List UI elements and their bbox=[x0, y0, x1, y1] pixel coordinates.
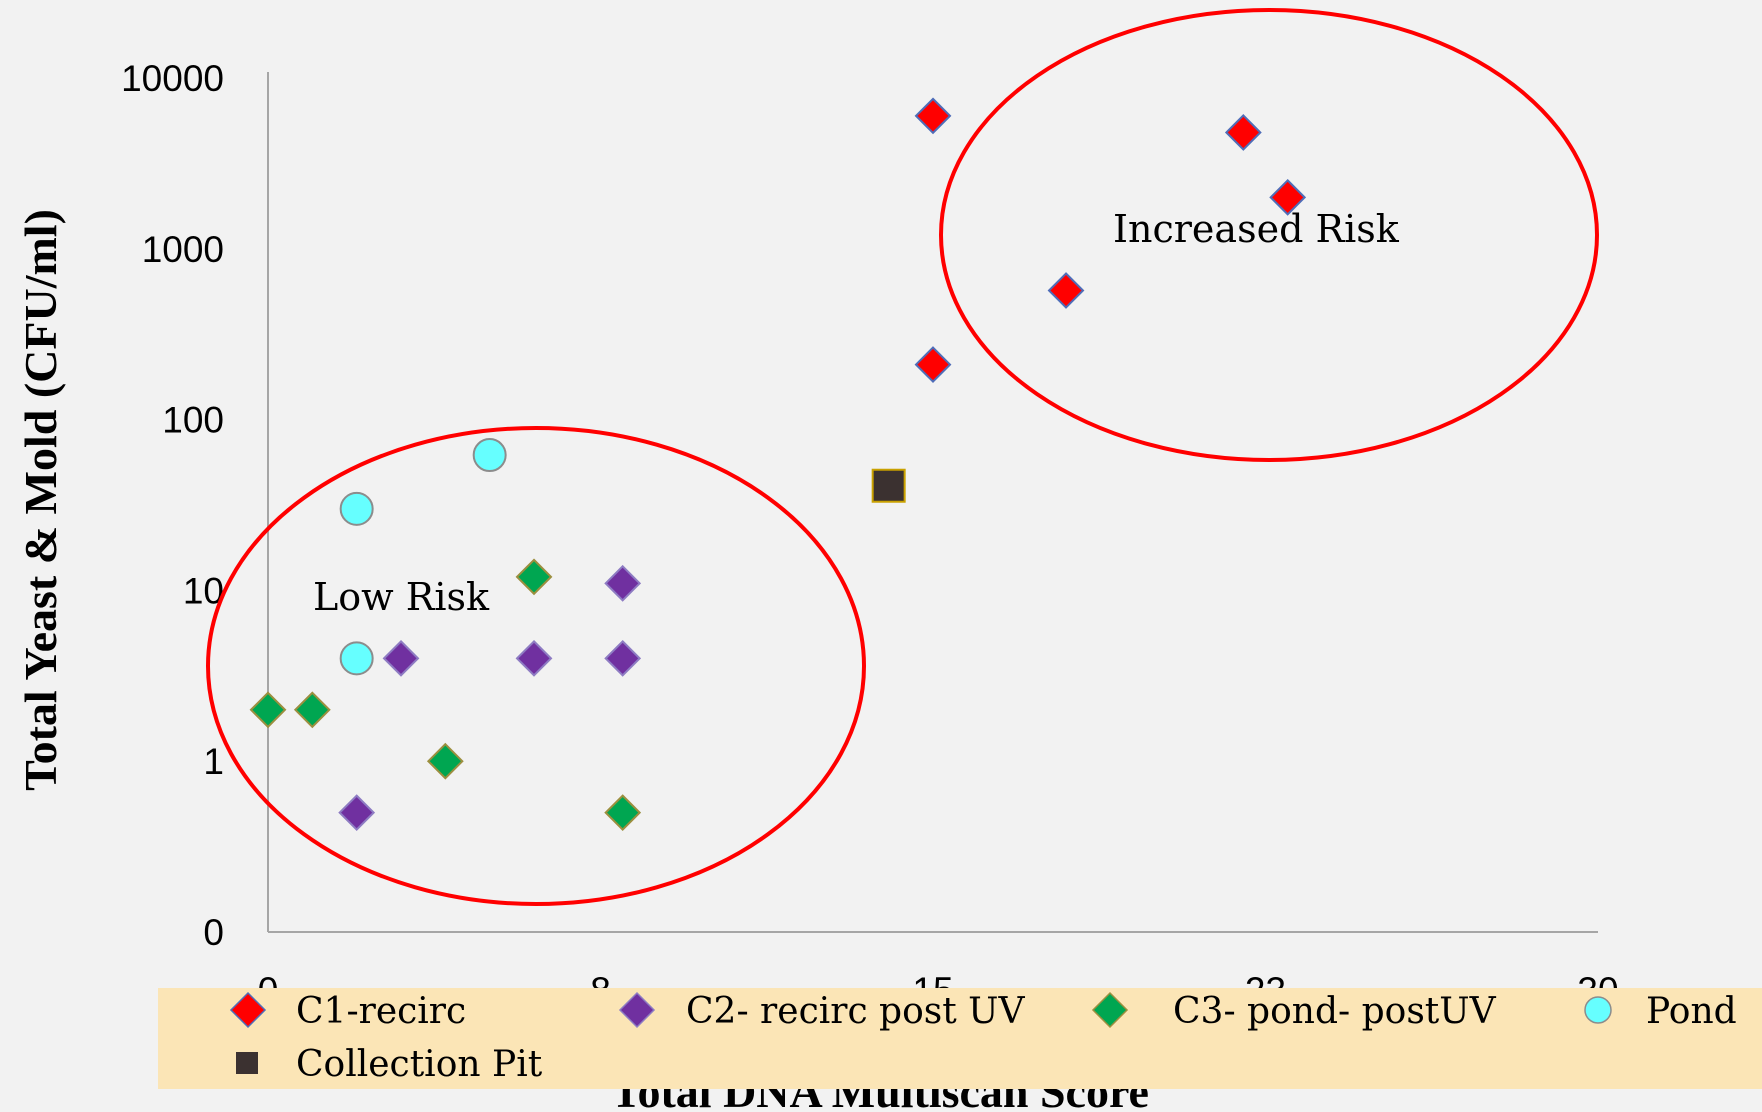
data-point-series-1 bbox=[1269, 178, 1307, 216]
y-tick-label: 0 bbox=[203, 912, 224, 953]
data-point-series-3 bbox=[293, 691, 331, 729]
low-risk-ellipse bbox=[206, 426, 866, 906]
data-point-series-2 bbox=[338, 794, 376, 832]
data-point-series-2 bbox=[515, 639, 553, 677]
data-point-series-2 bbox=[382, 639, 420, 677]
legend-label-c3: C3- pond- postUV bbox=[1173, 991, 1497, 1032]
data-point-series-1 bbox=[1047, 272, 1085, 309]
data-point-series-2 bbox=[604, 639, 642, 677]
legend-label-c1: C1-recirc bbox=[296, 991, 466, 1032]
legend-background bbox=[158, 988, 1762, 1089]
legend-label-collection-pit: Collection Pit bbox=[296, 1044, 543, 1085]
y-tick-label: 100 bbox=[162, 400, 224, 441]
data-point-series-1 bbox=[914, 97, 952, 135]
data-point-series-3 bbox=[515, 558, 553, 596]
data-point-series-5 bbox=[871, 468, 906, 503]
data-point-series-4 bbox=[339, 641, 374, 676]
data-point-series-1 bbox=[914, 346, 952, 383]
legend-marker-pond bbox=[1584, 996, 1612, 1024]
low-risk-label: Low Risk bbox=[313, 575, 490, 619]
data-point-series-3 bbox=[426, 742, 464, 780]
legend-marker-c3 bbox=[1091, 991, 1129, 1029]
legend-marker-collection-pit bbox=[236, 1052, 258, 1074]
y-tick-label: 1 bbox=[203, 741, 224, 782]
increased-risk-label: Increased Risk bbox=[1113, 207, 1400, 251]
increased-risk-ellipse bbox=[939, 8, 1599, 462]
data-point-series-4 bbox=[339, 491, 374, 526]
y-axis-title: Total Yeast & Mold (CFU/ml) bbox=[15, 209, 66, 791]
legend-marker-c2 bbox=[618, 991, 656, 1029]
data-point-series-4 bbox=[472, 438, 507, 473]
data-points bbox=[249, 97, 1307, 832]
data-point-series-1 bbox=[1224, 114, 1262, 151]
data-point-series-2 bbox=[604, 564, 642, 602]
data-point-series-3 bbox=[604, 794, 642, 832]
legend: C1-recirc C2- recirc post UV C3- pond- p… bbox=[158, 988, 1762, 1089]
legend-label-pond: Pond bbox=[1646, 991, 1737, 1032]
legend-label-c2: C2- recirc post UV bbox=[686, 991, 1026, 1032]
y-tick-label: 1000 bbox=[142, 229, 224, 270]
y-tick-label: 10000 bbox=[121, 58, 224, 99]
data-point-series-3 bbox=[249, 691, 287, 729]
legend-marker-c1 bbox=[229, 991, 267, 1029]
